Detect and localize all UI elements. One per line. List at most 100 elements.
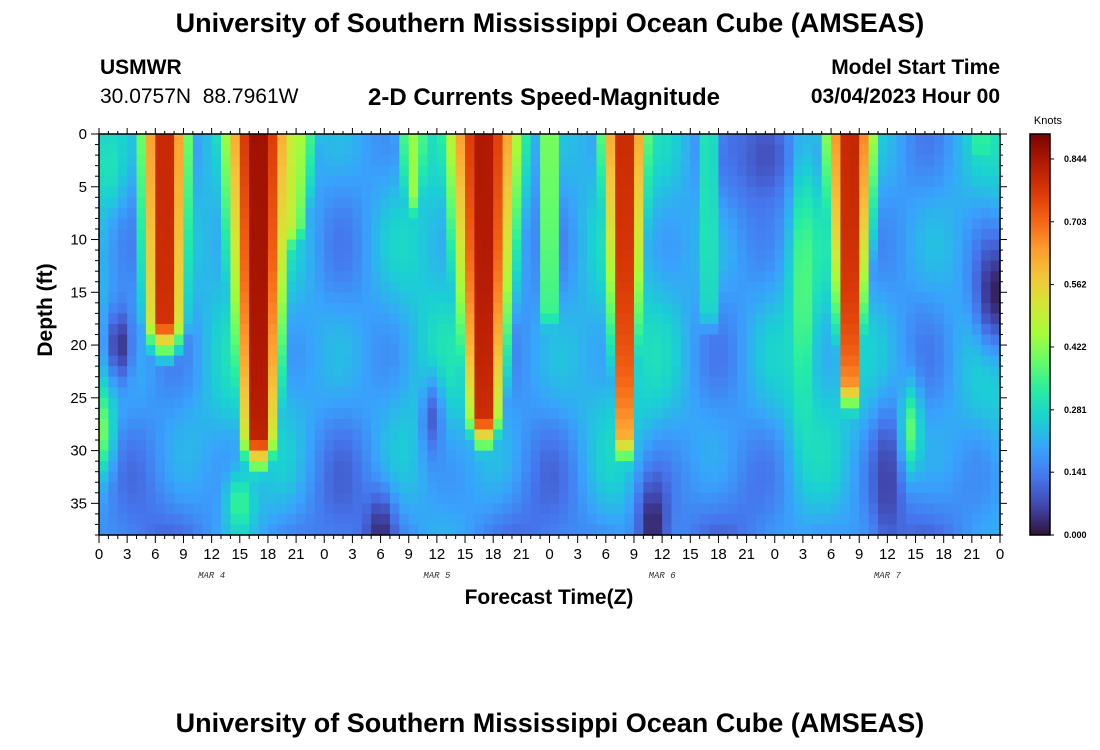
heatmap-cell bbox=[202, 207, 213, 220]
heatmap-cell bbox=[389, 228, 400, 241]
heatmap-cell bbox=[380, 292, 391, 304]
heatmap-cell bbox=[230, 461, 241, 473]
heatmap-cell bbox=[174, 492, 185, 504]
heatmap-cell bbox=[859, 397, 870, 409]
heatmap-cell bbox=[643, 387, 654, 399]
heatmap-cell bbox=[249, 239, 260, 251]
heatmap-cell bbox=[446, 461, 457, 473]
heatmap-cell bbox=[915, 176, 926, 188]
heatmap-cell bbox=[117, 440, 128, 452]
heatmap-cell bbox=[277, 524, 288, 536]
heatmap-cell bbox=[605, 513, 616, 526]
heatmap-cell bbox=[211, 292, 222, 304]
heatmap-cell bbox=[652, 292, 663, 304]
heatmap-cell bbox=[202, 186, 213, 198]
heatmap-cell bbox=[446, 302, 457, 314]
heatmap-cell bbox=[549, 397, 560, 409]
heatmap-cell bbox=[765, 292, 776, 304]
heatmap-cell bbox=[202, 461, 213, 473]
heatmap-cell bbox=[793, 513, 804, 526]
heatmap-cell bbox=[239, 513, 250, 526]
heatmap-cell bbox=[943, 334, 954, 346]
heatmap-cell bbox=[906, 513, 917, 526]
heatmap-cell bbox=[305, 418, 316, 431]
heatmap-cell bbox=[174, 197, 185, 209]
heatmap-cell bbox=[267, 271, 278, 283]
heatmap-cell bbox=[446, 144, 457, 156]
heatmap-cell bbox=[446, 376, 457, 388]
heatmap-cell bbox=[624, 429, 635, 441]
heatmap-cell bbox=[108, 376, 119, 388]
heatmap-cell bbox=[793, 376, 804, 388]
heatmap-cell bbox=[709, 239, 720, 251]
heatmap-cell bbox=[511, 281, 522, 293]
heatmap-cell bbox=[643, 471, 654, 483]
heatmap-cell bbox=[577, 250, 588, 262]
heatmap-cell bbox=[258, 366, 269, 378]
heatmap-cell bbox=[624, 387, 635, 399]
heatmap-cell bbox=[465, 334, 476, 346]
heatmap-cell bbox=[568, 323, 579, 336]
heatmap-cell bbox=[427, 155, 438, 167]
heatmap-cell bbox=[821, 292, 832, 304]
heatmap-cell bbox=[333, 186, 344, 198]
heatmap-cell bbox=[371, 471, 382, 483]
heatmap-cell bbox=[286, 313, 297, 325]
heatmap-cell bbox=[906, 397, 917, 409]
heatmap-cell bbox=[652, 492, 663, 504]
heatmap-cell bbox=[596, 186, 607, 198]
heatmap-cell bbox=[408, 408, 419, 420]
heatmap-cell bbox=[624, 408, 635, 420]
heatmap-cell bbox=[202, 492, 213, 504]
heatmap-cell bbox=[605, 239, 616, 251]
heatmap-cell bbox=[859, 345, 870, 357]
heatmap-cell bbox=[605, 260, 616, 272]
heatmap-cell bbox=[174, 503, 185, 515]
heatmap-cell bbox=[615, 450, 626, 462]
heatmap-cell bbox=[596, 397, 607, 409]
heatmap-cell bbox=[877, 376, 888, 388]
heatmap-cell bbox=[221, 176, 231, 188]
heatmap-cell bbox=[943, 186, 954, 198]
heatmap-cell bbox=[483, 429, 494, 441]
heatmap-cell bbox=[709, 376, 720, 388]
heatmap-cell bbox=[446, 513, 457, 526]
heatmap-cell bbox=[709, 260, 720, 272]
heatmap-cell bbox=[718, 345, 729, 357]
heatmap-cell bbox=[737, 397, 748, 409]
heatmap-cell bbox=[549, 513, 560, 526]
heatmap-cell bbox=[511, 450, 522, 462]
heatmap-cell bbox=[896, 186, 907, 198]
heatmap-cell bbox=[183, 482, 194, 494]
heatmap-cell bbox=[380, 313, 391, 325]
heatmap-cell bbox=[361, 450, 372, 462]
heatmap-cell bbox=[568, 503, 579, 515]
heatmap-cell bbox=[690, 492, 701, 504]
heatmap-cell bbox=[483, 440, 494, 452]
heatmap-cell bbox=[333, 260, 344, 272]
heatmap-cell bbox=[99, 503, 109, 515]
heatmap-cell bbox=[690, 387, 701, 399]
heatmap-cell bbox=[549, 228, 560, 241]
heatmap-cell bbox=[596, 239, 607, 251]
heatmap-cell bbox=[521, 355, 532, 367]
heatmap-cell bbox=[286, 218, 297, 230]
heatmap-cell bbox=[136, 355, 147, 367]
heatmap-cell bbox=[427, 482, 438, 494]
heatmap-cell bbox=[690, 239, 701, 251]
heatmap-cell bbox=[427, 207, 438, 220]
heatmap-cell bbox=[737, 492, 748, 504]
heatmap-cell bbox=[718, 418, 729, 431]
heatmap-cell bbox=[174, 260, 185, 272]
heatmap-cell bbox=[99, 260, 109, 272]
heatmap-cell bbox=[145, 271, 156, 283]
heatmap-cell bbox=[821, 376, 832, 388]
heatmap-cell bbox=[540, 239, 551, 251]
heatmap-cell bbox=[643, 334, 654, 346]
heatmap-cell bbox=[784, 313, 795, 325]
heatmap-cell bbox=[953, 260, 964, 272]
heatmap-cell bbox=[540, 207, 551, 220]
heatmap-cell bbox=[361, 345, 372, 357]
heatmap-cell bbox=[755, 397, 766, 409]
heatmap-cell bbox=[680, 471, 691, 483]
